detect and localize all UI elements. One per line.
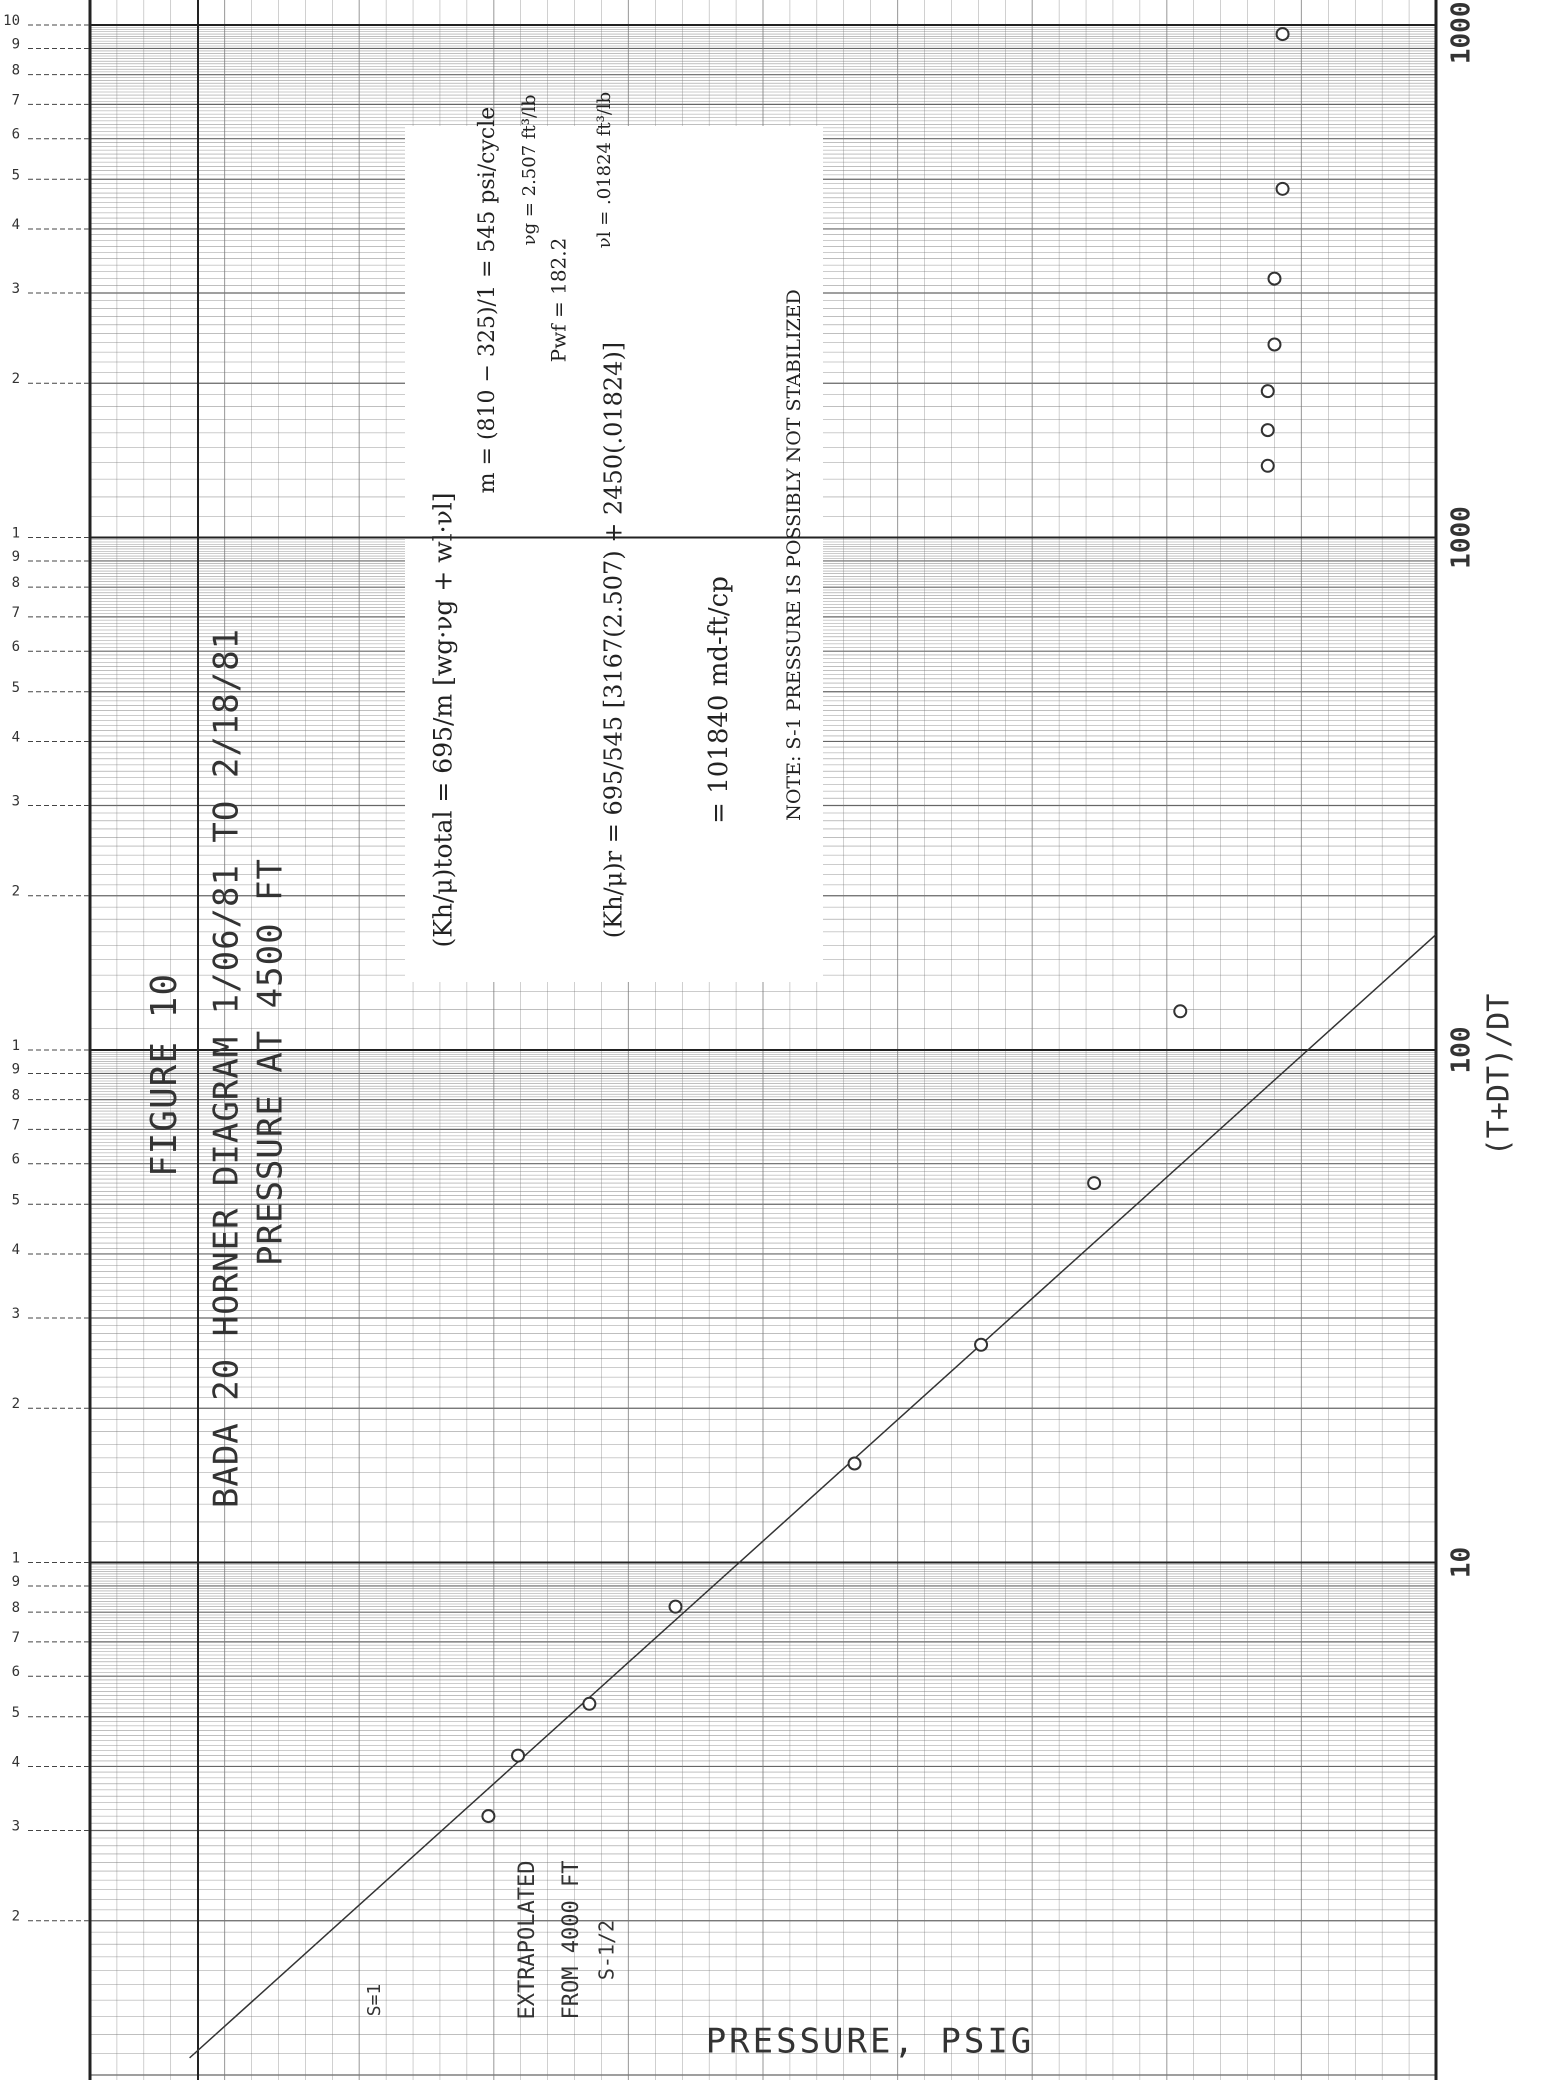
data-point [1268,339,1280,351]
left-tick-label: 3 [12,1818,20,1834]
left-tick-label: 3 [12,1306,20,1322]
left-tick-label: 7 [12,1630,20,1646]
left-tick-label: 6 [12,1152,20,1168]
left-tick-label: 4 [12,1754,20,1770]
chart-title: FIGURE 10 [144,973,185,1177]
left-tick-label: 4 [12,729,20,745]
annotation: νg = 2.507 ft³/lb [519,95,540,246]
left-tick-label: 8 [12,575,20,591]
data-point [512,1750,524,1762]
left-tick-label: 8 [12,1088,20,1104]
annotation: = 101840 md-ft/cp [704,576,734,824]
left-tick-label: 5 [12,680,20,696]
left-tick-label: 10 [3,13,20,29]
annotation: FROM 4000 FT [559,1861,584,2020]
left-tick-label: 3 [12,281,20,297]
data-point [1174,1005,1186,1017]
left-tick-label: 2 [12,371,20,387]
data-point [1277,28,1289,40]
left-tick-label: 4 [12,1242,20,1258]
left-tick-label: 7 [12,605,20,621]
annotation: S=1 [364,1984,385,2017]
left-tick-label: 9 [12,1061,20,1077]
data-point [1262,460,1274,472]
data-point [1262,385,1274,397]
y-tick-label: 1000 [1447,506,1477,569]
left-tick-label: 5 [12,167,20,183]
data-point [670,1601,682,1613]
left-tick-label: 2 [12,1396,20,1412]
chart: 10 100 1000 10000 10 9 8 7 6 5 4 3 2 1 9 8 7 6 5 4 3 2 1 9 8 7 6 5 4… [0,0,1546,2080]
left-tick-label: 9 [12,1574,20,1590]
y-tick-label: 100 [1447,1027,1477,1074]
left-tick-label: 6 [12,1664,20,1680]
left-tick-label: 5 [12,1705,20,1721]
data-point [849,1458,861,1470]
left-tick-label: 3 [12,793,20,809]
left-tick-label: 7 [12,1117,20,1133]
y-axis-label: (T+DT)/DT [1482,994,1517,1157]
y-tick-label: 10000 [1447,0,1477,64]
chart-title: BADA 20 HORNER DIAGRAM 1/06/81 TO 2/18/8… [207,628,247,1508]
left-tick-label: 5 [12,1192,20,1208]
data-point [1277,183,1289,195]
data-point [583,1698,595,1710]
left-tick-label: 1 [12,526,20,542]
chart-title: PRESSURE AT 4500 FT [251,858,291,1266]
annotation: EXTRAPOLATED [515,1861,540,2020]
annotation: S-1/2 [595,1920,619,1980]
left-tick-label: 2 [12,884,20,900]
data-point [482,1810,494,1822]
left-tick-label: 8 [12,1600,20,1616]
data-point [1088,1177,1100,1189]
left-tick-label: 9 [12,36,20,52]
x-axis-label: PRESSURE, PSIG [706,2022,1035,2062]
left-tick-label: 1 [12,1551,20,1567]
left-tick-label: 6 [12,127,20,143]
annotation: m = (810 − 325)/1 = 545 psi/cycle [475,107,500,494]
data-point [1268,273,1280,285]
annotation: νl = .01824 ft³/lb [594,92,615,248]
y-tick-label: 10 [1447,1547,1477,1578]
left-tick-label: 9 [12,549,20,565]
left-tick-label: 2 [12,1909,20,1925]
left-tick-label: 7 [12,92,20,108]
annotation: (Kh/μ)total = 695/m [wg·νg + wl·νl] [429,492,458,947]
annotation: Pwf = 182.2 [547,238,571,363]
data-point [975,1339,987,1351]
left-tick-label: 4 [12,217,20,233]
left-tick-label: 1 [12,1038,20,1054]
annotation: (Kh/μ)r = 695/545 [3167(2.507) + 2450(.0… [600,342,628,938]
page: {"chart_data": { "type": "scatter", "tit… [0,0,1546,2080]
data-point [1262,424,1274,436]
left-tick-label: 6 [12,639,20,655]
annotation: NOTE: S-1 PRESSURE IS POSSIBLY NOT STABI… [783,289,805,821]
left-tick-label: 8 [12,63,20,79]
